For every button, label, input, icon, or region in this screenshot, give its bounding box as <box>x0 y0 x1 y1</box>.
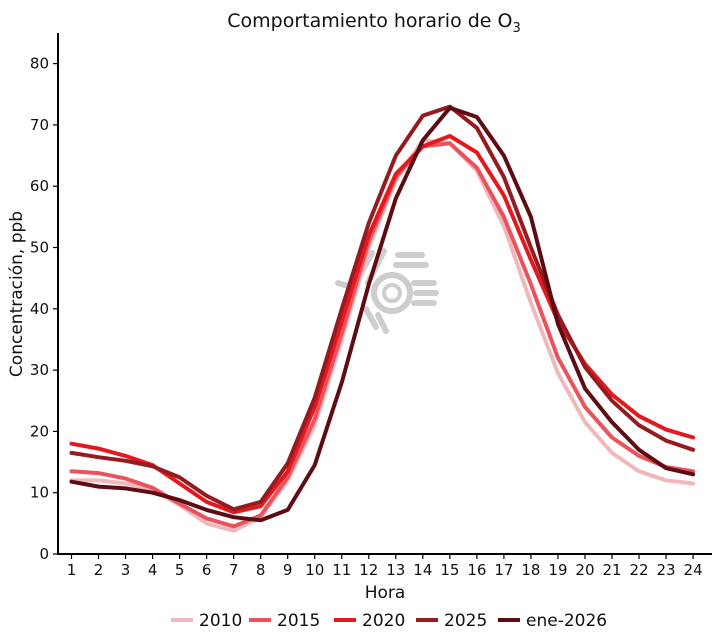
y-axis-ticks: 0 10 20 30 40 50 60 70 80 <box>30 55 58 563</box>
y-axis-title: Concentración, ppb <box>7 211 27 377</box>
series-line-2020 <box>69 134 696 515</box>
x-tick-label: 24 <box>684 561 703 579</box>
legend-label: ene-2026 <box>526 611 607 631</box>
series-line-ene-2026 <box>69 105 696 523</box>
x-axis-title: Hora <box>365 583 406 603</box>
watermark-logo <box>335 248 439 334</box>
y-tick-label: 0 <box>39 545 49 563</box>
x-tick-label: 2 <box>94 561 104 579</box>
legend-label: 2010 <box>199 611 242 631</box>
x-tick-label: 11 <box>332 561 351 579</box>
legend-label: 2025 <box>444 611 487 631</box>
legend: 2010 2015 2020 2025 ene-2026 <box>171 611 607 631</box>
x-tick-label: 7 <box>229 561 239 579</box>
series-line-2025 <box>69 104 696 512</box>
x-axis-ticks: 1 2 3 4 5 6 7 8 9 10 11 12 13 14 15 16 17 18 19 20 21 22 23 24 <box>67 554 703 579</box>
x-tick-label: 16 <box>467 561 486 579</box>
legend-label: 2020 <box>362 611 405 631</box>
x-tick-label: 8 <box>256 561 266 579</box>
y-tick-label: 20 <box>30 422 49 440</box>
x-tick-label: 9 <box>283 561 293 579</box>
x-tick-label: 18 <box>521 561 540 579</box>
x-tick-label: 23 <box>657 561 676 579</box>
x-tick-label: 1 <box>67 561 77 579</box>
y-tick-label: 60 <box>30 177 49 195</box>
x-tick-label: 17 <box>494 561 513 579</box>
legend-label: 2015 <box>277 611 320 631</box>
x-tick-label: 5 <box>175 561 185 579</box>
x-tick-label: 15 <box>440 561 459 579</box>
y-tick-label: 80 <box>30 55 49 73</box>
x-tick-label: 12 <box>359 561 378 579</box>
x-tick-label: 20 <box>575 561 594 579</box>
x-tick-label: 22 <box>629 561 648 579</box>
y-tick-label: 30 <box>30 361 49 379</box>
x-tick-label: 6 <box>202 561 212 579</box>
y-tick-label: 40 <box>30 300 49 318</box>
x-tick-label: 10 <box>305 561 324 579</box>
x-tick-label: 19 <box>548 561 567 579</box>
y-tick-label: 50 <box>30 239 49 257</box>
chart-title: Comportamiento horario de O3 <box>227 10 521 36</box>
x-tick-label: 14 <box>413 561 432 579</box>
series-lines <box>69 104 696 533</box>
y-tick-label: 70 <box>30 116 49 134</box>
x-tick-label: 13 <box>386 561 405 579</box>
x-tick-label: 21 <box>602 561 621 579</box>
x-tick-label: 3 <box>121 561 131 579</box>
y-tick-label: 10 <box>30 484 49 502</box>
x-tick-label: 4 <box>148 561 158 579</box>
